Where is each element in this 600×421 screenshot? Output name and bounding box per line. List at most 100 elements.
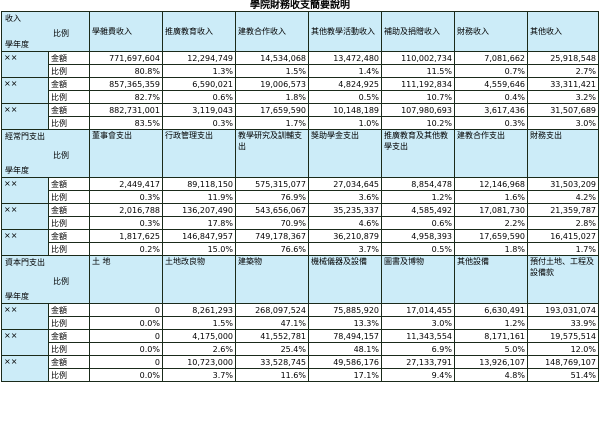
ratio-axis-label: 比例 [53,277,69,286]
amount-label: 金額 [48,355,90,369]
ratio-cell: 0.0% [89,316,163,330]
ratio-cell: 2.7% [527,64,599,78]
amount-cell: 8,261,293 [162,303,236,317]
amount-cell: 41,552,781 [235,329,309,343]
ratio-cell: 3.6% [308,190,382,204]
ratio-label: 比例 [48,342,90,356]
table-row: 比例 0.3% 11.9% 76.9% 3.6% 1.2% 1.6% 4.2% [2,190,599,204]
ratio-cell: 0.0% [89,368,163,382]
revenue-corner-cell: 收入 比例 學年度 [1,11,90,52]
ratio-cell: 3.7% [162,368,236,382]
table-row: 比例 0.3% 17.8% 70.9% 4.6% 0.6% 2.2% 2.8% [2,216,599,230]
ratio-label: 比例 [48,190,90,204]
year-cell: ×× [1,77,49,104]
amount-cell: 2,016,788 [89,203,163,217]
amount-cell: 17,014,455 [381,303,455,317]
column-header: 建築物 [235,255,309,304]
column-header: 其他收入 [527,11,599,52]
ratio-cell: 51.4% [527,368,599,382]
ratio-cell: 1.8% [454,242,528,256]
operating-expense-header-row: 經常門支出 比例 學年度 董事會支出 行政管理支出 教學研究及訓輔支出 獎助學金支出 推廣教育… [1,129,599,178]
amount-cell: 268,097,524 [235,303,309,317]
table-row: ×× 金額 0 10,723,000 33,528,745 49,586,176 27,13… [1,355,599,382]
ratio-cell: 15.0% [162,242,236,256]
year-axis-label: 學年度 [5,166,29,175]
column-header: 圖書及博物 [381,255,455,304]
amount-cell: 148,769,107 [527,355,599,369]
amount-cell: 749,178,367 [235,229,309,243]
amount-cell: 33,311,421 [527,77,599,91]
year-cell: ×× [1,103,49,130]
ratio-cell: 0.3% [454,116,528,130]
operating-expense-corner-cell: 經常門支出 比例 學年度 [1,129,90,178]
ratio-cell: 1.5% [235,64,309,78]
table-row: ×× 金額 857,365,359 6,590,021 19,006,573 4,824,… [1,77,599,104]
ratio-cell: 0.2% [89,242,163,256]
amount-cell: 89,118,150 [162,177,236,191]
amount-cell: 4,559,646 [454,77,528,91]
column-header: 推廣教育收入 [162,11,236,52]
amount-cell: 27,133,791 [381,355,455,369]
column-header: 教學研究及訓輔支出 [235,129,309,178]
amount-cell: 111,192,834 [381,77,455,91]
ratio-cell: 0.6% [162,90,236,104]
table-row: ×× 金額 882,731,001 3,119,043 17,659,590 10,148… [1,103,599,130]
column-header: 董事會支出 [89,129,163,178]
column-header: 其他教學活動收入 [308,11,382,52]
amount-cell: 3,119,043 [162,103,236,117]
amount-cell: 146,847,957 [162,229,236,243]
amount-cell: 11,343,554 [381,329,455,343]
ratio-cell: 11.5% [381,64,455,78]
amount-cell: 193,031,074 [527,303,599,317]
amount-cell: 1,817,625 [89,229,163,243]
ratio-cell: 2.6% [162,342,236,356]
ratio-cell: 6.9% [381,342,455,356]
ratio-cell: 1.8% [235,90,309,104]
ratio-cell: 1.2% [454,316,528,330]
ratio-cell: 4.8% [454,368,528,382]
ratio-cell: 0.3% [89,190,163,204]
amount-cell: 2,449,417 [89,177,163,191]
table-row: 比例 0.0% 2.6% 25.4% 48.1% 6.9% 5.0% 12.0% [2,342,599,356]
ratio-cell: 12.0% [527,342,599,356]
amount-cell: 0 [89,303,163,317]
ratio-cell: 76.6% [235,242,309,256]
table-row: ×× 金額 0 4,175,000 41,552,781 78,494,157 11,343… [1,329,599,356]
amount-cell: 12,146,968 [454,177,528,191]
amount-label: 金額 [48,103,90,117]
ratio-cell: 17.8% [162,216,236,230]
ratio-cell: 82.7% [89,90,163,104]
revenue-header-row: 收入 比例 學年度 學雜費收入 推廣教育收入 建教合作收入 其他教學活動收入 補助及捐贈收入財… [1,11,599,52]
ratio-cell: 1.2% [381,190,455,204]
amount-cell: 107,980,693 [381,103,455,117]
ratio-axis-label: 比例 [53,29,69,38]
ratio-cell: 83.5% [89,116,163,130]
table-row: 比例 80.8% 1.3% 1.5% 1.4% 11.5% 0.7% 2.7% [2,64,599,78]
ratio-cell: 0.4% [454,90,528,104]
table-row: 比例 0.2% 15.0% 76.6% 3.7% 0.5% 1.8% 1.7% [2,242,599,256]
amount-cell: 13,926,107 [454,355,528,369]
table-row: 比例 83.5% 0.3% 1.7% 1.0% 10.2% 0.3% 3.0% [2,116,599,130]
capital-expense-header-row: 資本門支出 比例 學年度土 地土地改良物 建築物 機械儀器及設備 圖書及博物 其他設備 預付土… [1,255,599,304]
year-cell: ×× [1,229,49,256]
amount-label: 金額 [48,229,90,243]
amount-cell: 27,034,645 [308,177,382,191]
column-header: 建教合作收入 [235,11,309,52]
column-header: 補助及捐贈收入 [381,11,455,52]
amount-cell: 575,315,077 [235,177,309,191]
ratio-cell: 10.7% [381,90,455,104]
year-axis-label: 學年度 [5,40,29,49]
amount-cell: 17,659,590 [454,229,528,243]
column-header: 其他設備 [454,255,528,304]
ratio-label: 比例 [48,368,90,382]
year-axis-label: 學年度 [5,292,29,301]
amount-cell: 857,365,359 [89,77,163,91]
amount-label: 金額 [48,51,90,65]
ratio-cell: 17.1% [308,368,382,382]
ratio-cell: 2.8% [527,216,599,230]
ratio-cell: 0.5% [308,90,382,104]
table-row: ×× 金額 2,449,417 89,118,150 575,315,077 27,034… [1,177,599,204]
amount-cell: 78,494,157 [308,329,382,343]
ratio-cell: 0.6% [381,216,455,230]
amount-cell: 7,081,662 [454,51,528,65]
